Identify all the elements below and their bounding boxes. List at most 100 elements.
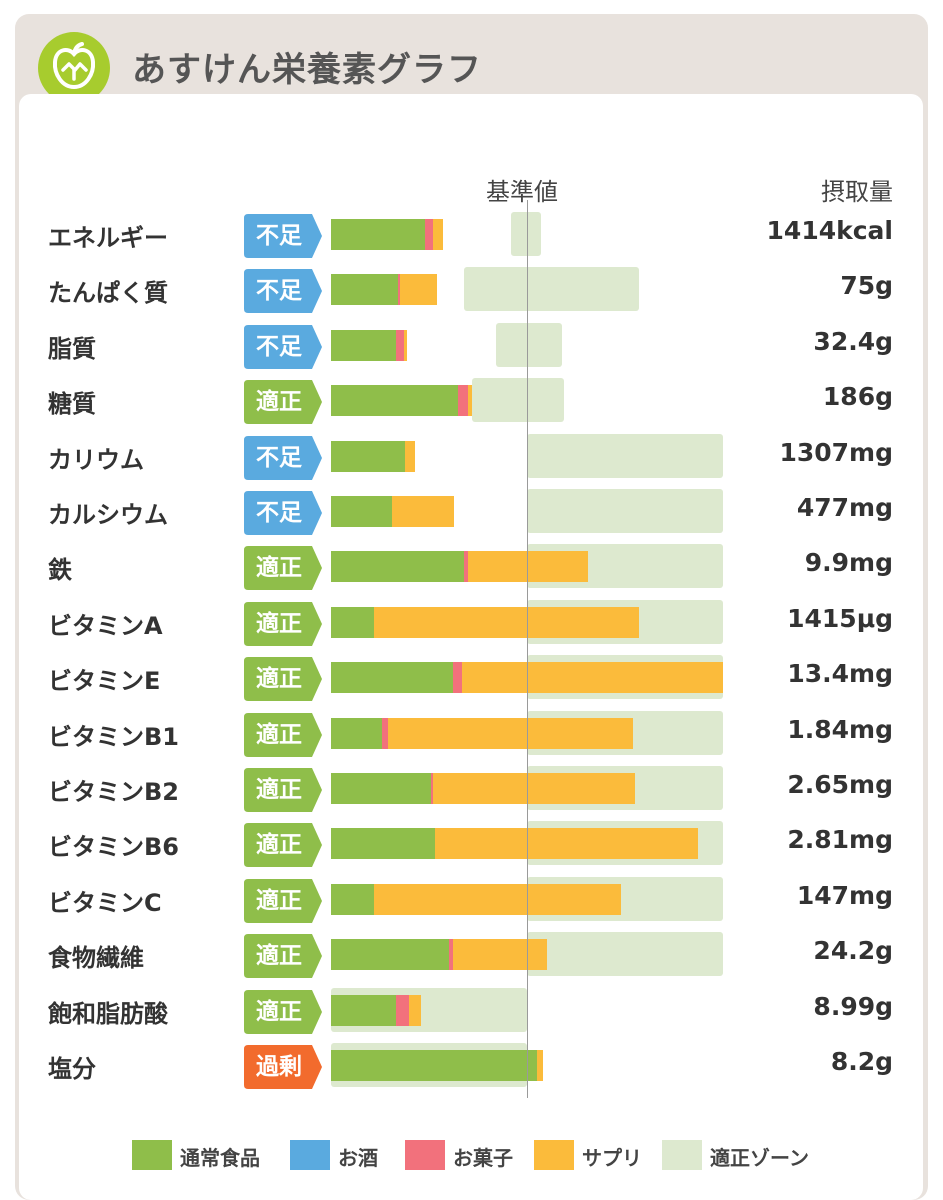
supplement-segment xyxy=(374,606,639,638)
normal-food-segment xyxy=(331,994,396,1026)
intake-bar xyxy=(331,773,635,804)
status-badge: 適正 xyxy=(244,712,322,757)
supplement-segment xyxy=(452,939,547,971)
intake-bar xyxy=(331,717,633,749)
legend-swatch xyxy=(132,1140,172,1170)
normal-food-segment xyxy=(331,496,392,527)
nutrient-name: ビタミンB2 xyxy=(48,778,179,806)
intake-bar xyxy=(331,606,639,638)
nutrient-row: カリウム 不足 1307mg xyxy=(0,430,943,485)
appropriate-zone xyxy=(527,489,723,533)
legend-label: お酒 xyxy=(338,1146,378,1170)
nutrient-name: 鉄 xyxy=(48,556,72,585)
nutrient-name: カルシウム xyxy=(48,501,168,529)
status-badge: 適正 xyxy=(244,768,322,812)
intake-amount: 9.9mg xyxy=(804,548,893,578)
intake-amount: 8.99g xyxy=(813,991,893,1021)
nutrient-row: 塩分 過剰 8.2g xyxy=(0,1039,943,1094)
nutrient-row: ビタミンB1 適正 1.84mg xyxy=(0,707,943,762)
appropriate-zone xyxy=(527,433,723,478)
status-label: 不足 xyxy=(256,444,302,471)
supplement-segment xyxy=(399,274,437,306)
intake-bar xyxy=(331,274,437,306)
nutrient-name: エネルギー xyxy=(48,224,168,252)
intake-amount: 186g xyxy=(822,382,893,412)
legend-label: 適正ゾーン xyxy=(710,1146,809,1170)
supplement-segment xyxy=(409,994,422,1026)
normal-food-segment xyxy=(331,440,406,472)
status-badge: 不足 xyxy=(244,269,322,314)
snack-segment xyxy=(381,717,388,749)
nutrient-name: 脂質 xyxy=(48,334,96,363)
status-label: 適正 xyxy=(256,610,302,637)
status-label: 適正 xyxy=(256,943,302,970)
nutrient-row: 鉄 適正 9.9mg xyxy=(0,540,943,595)
intake-amount: 32.4g xyxy=(813,326,893,356)
status-badge: 不足 xyxy=(244,324,322,369)
nutrient-name: 食物繊維 xyxy=(48,944,144,973)
nutrient-name: たんぱく質 xyxy=(48,279,168,308)
status-label: 適正 xyxy=(256,721,302,748)
intake-amount: 24.2g xyxy=(813,936,893,966)
intake-bar xyxy=(331,440,416,472)
snack-segment xyxy=(448,939,453,971)
normal-food-segment xyxy=(331,219,426,250)
status-badge: 不足 xyxy=(244,491,322,535)
nutrient-row: カルシウム 不足 477mg xyxy=(0,485,943,540)
snack-segment xyxy=(395,329,404,361)
snack-segment xyxy=(395,994,410,1026)
status-label: 過剰 xyxy=(256,1054,302,1080)
legend-swatch xyxy=(534,1140,574,1170)
intake-bar xyxy=(331,385,473,417)
status-badge: 不足 xyxy=(244,214,322,258)
status-badge: 適正 xyxy=(244,657,322,702)
supplement-segment xyxy=(405,440,416,472)
normal-food-segment xyxy=(331,828,435,860)
nutrient-row: 食物繊維 適正 24.2g xyxy=(0,928,943,983)
nutrient-name: カリウム xyxy=(48,445,144,474)
nutrient-name: ビタミンB6 xyxy=(48,833,179,862)
supplement-segment xyxy=(391,496,455,527)
appropriate-zone xyxy=(472,378,565,423)
snack-segment xyxy=(397,274,400,306)
nutrient-name: ビタミンA xyxy=(48,611,163,640)
status-badge: 適正 xyxy=(244,546,322,591)
supplement-segment xyxy=(432,219,443,250)
intake-bar xyxy=(331,551,588,583)
intake-amount: 2.65mg xyxy=(787,770,893,799)
status-label: 適正 xyxy=(256,887,302,914)
supplement-segment xyxy=(536,1050,543,1081)
intake-amount: 75g xyxy=(840,271,893,301)
nutrient-name: ビタミンC xyxy=(48,888,162,917)
legend-label: 通常食品 xyxy=(180,1146,260,1170)
reference-line xyxy=(527,200,528,1098)
snack-segment xyxy=(464,551,469,583)
appropriate-zone xyxy=(464,267,639,312)
normal-food-segment xyxy=(331,385,459,417)
intake-bar xyxy=(331,329,408,361)
nutrient-name: 飽和脂肪酸 xyxy=(48,999,168,1028)
normal-food-segment xyxy=(331,717,382,749)
nutrient-row: ビタミンA 適正 1415μg xyxy=(0,596,943,651)
normal-food-segment xyxy=(331,773,431,804)
status-label: 適正 xyxy=(256,389,302,416)
status-badge: 適正 xyxy=(244,601,322,646)
nutrient-row: たんぱく質 不足 75g xyxy=(0,263,943,318)
reference-column-header: 基準値 xyxy=(486,178,558,206)
intake-bar xyxy=(331,219,443,250)
intake-amount: 2.81mg xyxy=(787,825,893,855)
appropriate-zone xyxy=(511,212,541,256)
intake-column-header: 摂取量 xyxy=(821,178,893,206)
supplement-segment xyxy=(434,828,698,860)
intake-bar xyxy=(331,1050,543,1081)
snack-segment xyxy=(425,219,433,250)
intake-amount: 1414kcal xyxy=(766,216,893,245)
intake-bar xyxy=(331,496,455,527)
nutrient-row: 糖質 適正 186g xyxy=(0,374,943,429)
legend: 通常食品 お酒 お菓子 サプリ 適正ゾーン xyxy=(0,1140,943,1170)
supplement-segment xyxy=(432,773,635,804)
intake-bar xyxy=(331,939,547,971)
status-label: 適正 xyxy=(256,832,302,859)
legend-swatch xyxy=(662,1140,702,1170)
status-label: 適正 xyxy=(256,777,302,803)
